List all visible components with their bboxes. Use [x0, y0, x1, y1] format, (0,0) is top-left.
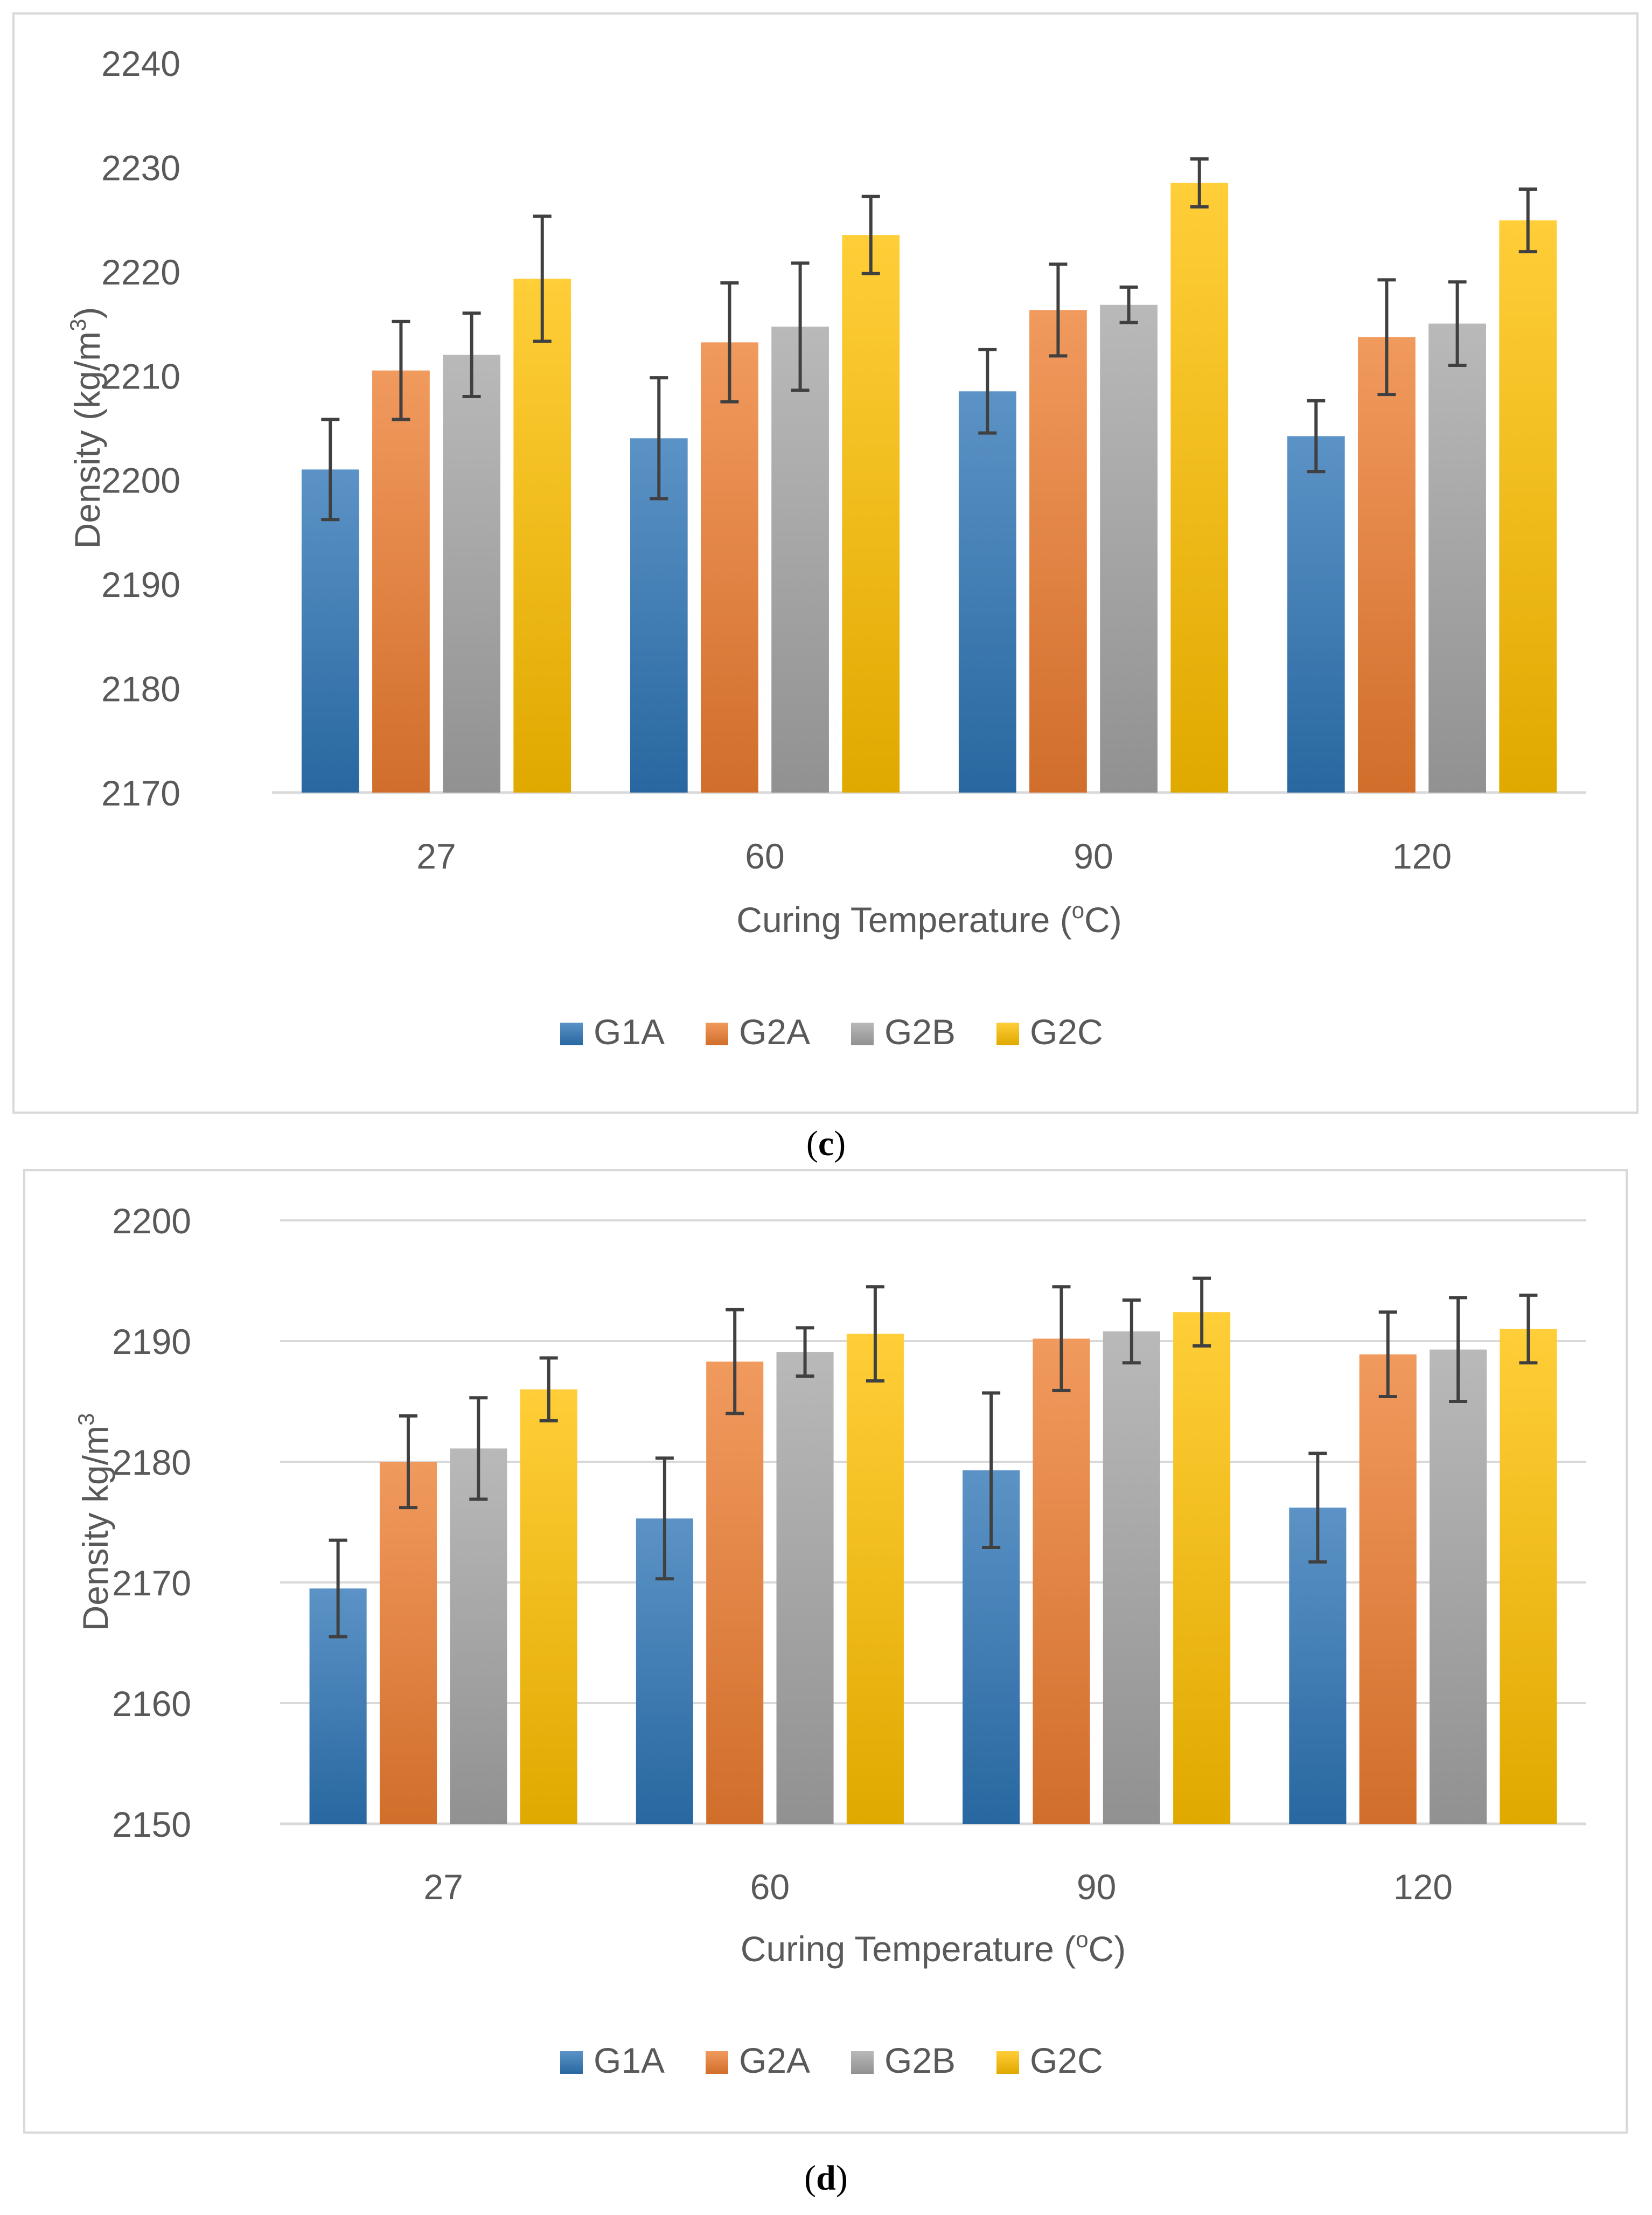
x-axis-title-main: Curing Temperature (	[736, 900, 1071, 940]
x-tick-label: 60	[750, 1867, 790, 1907]
x-axis-title-tail: C)	[1089, 1929, 1126, 1969]
legend-label-G2B: G2B	[884, 1012, 956, 1052]
legend-label-G2C: G2C	[1030, 1012, 1103, 1052]
legend-label-G2A: G2A	[739, 2040, 810, 2080]
bar-G2B-120	[1430, 1349, 1487, 1824]
y-tick-label: 2170	[112, 1563, 191, 1603]
legend-label-G2B: G2B	[884, 2040, 956, 2080]
caption-d-label: d	[816, 2158, 836, 2198]
bar-G2C-90	[1170, 183, 1229, 793]
x-axis-title: Curing Temperature (oC)	[741, 1927, 1126, 1969]
legend-label-G1A: G1A	[594, 2040, 665, 2080]
bar-G2B-90	[1103, 1331, 1160, 1824]
y-tick-label: 2200	[112, 1201, 191, 1241]
bar-G2B-60	[776, 1352, 834, 1824]
legend-swatch-G2C	[996, 1023, 1019, 1045]
legend-swatch-G1A	[560, 1023, 583, 1045]
bar-G2A-60	[706, 1362, 764, 1824]
y-tick-label: 2220	[101, 252, 180, 292]
y-axis-title-tail: )	[67, 307, 107, 319]
bar-G2B-60	[771, 327, 829, 793]
y-axis-title-main: Density kg/m	[75, 1426, 115, 1631]
y-tick-label: 2180	[112, 1442, 191, 1482]
x-tick-label: 27	[423, 1867, 463, 1907]
chart-panel-c: 2170 2180 2190 2200 2210 2220 2230 2240 27 60 90 12…	[12, 12, 1639, 1114]
y-tick-label: 2200	[101, 461, 180, 501]
caption-c-label: c	[818, 1124, 834, 1163]
x-tick-label: 60	[745, 836, 784, 876]
y-tick-label: 2180	[101, 669, 180, 709]
y-tick-label: 2230	[101, 148, 180, 188]
bar-G2C-27	[520, 1389, 577, 1824]
x-tick-label: 120	[1392, 836, 1452, 876]
y-tick-label: 2240	[101, 44, 180, 84]
bar-G1A-27	[301, 469, 359, 793]
legend-label-G1A: G1A	[594, 1012, 665, 1052]
bar-G2A-27	[372, 370, 430, 793]
legend-swatch-G1A	[560, 2051, 583, 2074]
legend-swatch-G2B	[851, 2051, 874, 2074]
bar-G2A-120	[1358, 337, 1416, 793]
legend-swatch-G2A	[706, 2051, 728, 2074]
y-tick-label: 2190	[112, 1322, 191, 1362]
caption-c: (c)	[806, 1124, 846, 1163]
y-tick-label: 2210	[101, 356, 180, 396]
bar-G2A-90	[1029, 310, 1087, 793]
bar-G2A-27	[379, 1462, 437, 1824]
bar-G2A-120	[1359, 1354, 1417, 1824]
x-axis-title-tail: C)	[1084, 900, 1122, 940]
x-tick-label: 90	[1074, 836, 1113, 876]
bar-G2C-27	[513, 279, 571, 793]
x-tick-label: 27	[416, 836, 456, 876]
y-axis-title-sup: 3	[73, 1413, 99, 1426]
density-chart-d: 2150 2160 2170 2180 2190 2200 27 60 90 120 Curing …	[23, 1169, 1628, 2134]
legend-label-G2C: G2C	[1030, 2040, 1103, 2080]
chart-panel-d: 2150 2160 2170 2180 2190 2200 27 60 90 120 Curing …	[0, 1169, 1652, 2150]
density-chart-c: 2170 2180 2190 2200 2210 2220 2230 2240 27 60 90 12…	[12, 12, 1639, 1114]
bar-G2C-60	[846, 1334, 904, 1824]
y-axis-title-main: Density (kg/m	[67, 331, 107, 548]
bar-G2C-60	[842, 235, 900, 793]
bar-G2C-120	[1499, 220, 1557, 793]
legend-swatch-G2B	[851, 1023, 874, 1045]
caption-d: (d)	[804, 2158, 848, 2198]
legend-swatch-G2C	[996, 2051, 1019, 2074]
x-axis-title-main: Curing Temperature (	[741, 1929, 1076, 1969]
x-axis-title-sup: o	[1072, 898, 1084, 923]
y-tick-label: 2160	[112, 1684, 191, 1724]
y-tick-label: 2150	[112, 1804, 191, 1844]
y-axis-title-sup: 3	[65, 319, 90, 331]
bar-G2B-90	[1100, 304, 1158, 793]
x-tick-label: 90	[1077, 1867, 1116, 1907]
bar-G2C-120	[1500, 1329, 1557, 1824]
legend-swatch-G2A	[706, 1023, 728, 1045]
x-axis-title-sup: o	[1076, 1927, 1088, 1952]
bar-G2A-90	[1033, 1338, 1090, 1824]
x-axis-title: Curing Temperature (oC)	[736, 898, 1121, 940]
bar-G2A-60	[701, 342, 758, 793]
y-tick-label: 2170	[101, 773, 180, 813]
bar-G1A-120	[1287, 436, 1345, 793]
bar-G2C-90	[1173, 1312, 1231, 1824]
y-tick-label: 2190	[101, 565, 180, 605]
bar-G2B-27	[450, 1448, 507, 1824]
bar-G2B-27	[443, 355, 500, 793]
y-axis-title: Density (kg/m3)	[65, 307, 107, 549]
bar-G1A-90	[958, 391, 1016, 793]
legend-label-G2A: G2A	[739, 1012, 810, 1052]
bar-G2B-120	[1428, 323, 1486, 793]
x-tick-label: 120	[1393, 1867, 1453, 1907]
y-axis-title: Density kg/m3	[73, 1413, 115, 1631]
